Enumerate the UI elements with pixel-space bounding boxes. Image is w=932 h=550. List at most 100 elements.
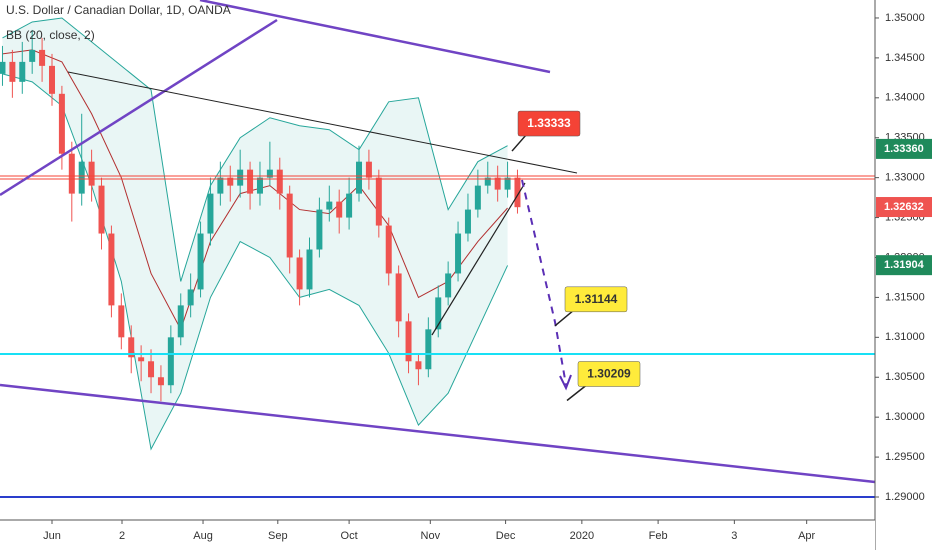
candle-body <box>237 169 244 186</box>
callout-box <box>577 361 641 387</box>
price-label-box <box>876 255 932 276</box>
candle-body <box>484 177 491 186</box>
y-tick-label: 1.29500 <box>885 451 925 463</box>
callout-label: 1.31144 <box>575 292 618 306</box>
candle-body <box>88 161 95 186</box>
trend-line <box>0 383 876 484</box>
price-label: 1.32632 <box>884 201 924 213</box>
candle-body <box>346 193 353 218</box>
x-tick-label: Dec <box>496 530 516 542</box>
candle-body <box>108 233 115 306</box>
trend-line <box>67 71 578 174</box>
candle-body <box>29 49 36 62</box>
arrow-head <box>559 374 572 391</box>
x-tick-label: Sep <box>268 530 288 542</box>
candle-body <box>375 177 382 226</box>
callout-box <box>517 110 581 137</box>
candle-body <box>296 257 303 290</box>
candle-body <box>356 161 363 194</box>
candle-body <box>504 177 511 190</box>
candle-body <box>48 65 55 94</box>
candle-body <box>68 153 75 194</box>
y-tick-label: 1.31500 <box>885 291 925 303</box>
callouts: 1.33333 1.31144 1.30209 <box>511 110 641 402</box>
band-lower <box>2 73 509 451</box>
candle-body <box>474 185 481 210</box>
callout-label: 1.30209 <box>587 367 631 381</box>
x-tick-label: 2 <box>119 530 125 542</box>
candle-body <box>39 49 46 66</box>
callout-pointer <box>511 134 527 152</box>
candle-body <box>435 297 442 330</box>
candle-body <box>128 337 135 358</box>
candle-body <box>464 209 471 234</box>
plot-area <box>0 17 521 451</box>
callout-box <box>564 286 628 313</box>
candle-body <box>494 177 501 190</box>
candle-body <box>187 289 194 306</box>
callout-pointer <box>566 384 587 402</box>
price-label-box <box>876 197 932 218</box>
candle-body <box>276 169 283 194</box>
candle-body <box>385 225 392 274</box>
x-tick-label: Feb <box>649 530 668 542</box>
band-basis <box>2 49 508 331</box>
candle-body <box>9 61 16 82</box>
candle-body <box>395 273 402 322</box>
candle-body <box>118 305 125 338</box>
y-tick-label: 1.33000 <box>885 172 925 184</box>
y-tick-label: 1.29000 <box>885 491 925 503</box>
price-label-box <box>876 138 932 159</box>
y-tick-label: 1.35000 <box>885 12 925 24</box>
candle-body <box>455 233 462 274</box>
candle-body <box>78 161 85 194</box>
x-tick-label: Oct <box>341 530 358 542</box>
y-tick-label: 1.30500 <box>885 371 925 383</box>
band-upper <box>2 17 508 282</box>
candle-body <box>157 377 164 386</box>
y-tick-label: 1.34500 <box>885 52 925 64</box>
x-tick-label: Jun <box>43 530 61 542</box>
candle-body <box>316 209 323 250</box>
candle-body <box>425 329 432 370</box>
callout-label: 1.33333 <box>527 116 571 130</box>
candle-body <box>336 201 343 218</box>
candle-body <box>415 361 422 370</box>
candle-body <box>58 93 65 154</box>
callout-pointer <box>554 310 574 327</box>
x-tick-label: 2020 <box>570 530 594 542</box>
x-tick-label: Apr <box>798 530 815 542</box>
projection-arrow <box>521 179 567 386</box>
y-tick-label: 1.31000 <box>885 331 925 343</box>
candle-body <box>247 169 254 194</box>
x-tick-label: Aug <box>193 530 213 542</box>
y-tick-label: 1.34000 <box>885 92 925 104</box>
x-tick-label: Nov <box>421 530 441 542</box>
indicator-label: BB (20, close, 2) <box>6 28 95 42</box>
candle-body <box>405 321 412 362</box>
candle-body <box>217 177 224 194</box>
candle-body <box>266 169 273 178</box>
candle-body <box>286 193 293 258</box>
candle-body <box>326 201 333 210</box>
candle-body <box>177 305 184 338</box>
trend-line <box>431 182 526 336</box>
candle-body <box>98 185 105 234</box>
candle-body <box>227 177 234 186</box>
candle-body <box>207 193 214 234</box>
candle-body <box>197 233 204 290</box>
candle-body <box>445 273 452 298</box>
y-tick-label: 1.30000 <box>885 411 925 423</box>
time-axis <box>0 520 875 550</box>
x-tick-label: 3 <box>731 530 737 542</box>
trend-line <box>0 18 278 197</box>
candle-body <box>167 337 174 386</box>
price-label: 1.33360 <box>884 143 924 155</box>
candle-body <box>306 249 313 290</box>
chart-title: U.S. Dollar / Canadian Dollar, 1D, OANDA <box>6 3 231 17</box>
trend-line <box>199 0 551 74</box>
candle-body <box>365 161 372 178</box>
price-label: 1.31904 <box>884 259 925 271</box>
